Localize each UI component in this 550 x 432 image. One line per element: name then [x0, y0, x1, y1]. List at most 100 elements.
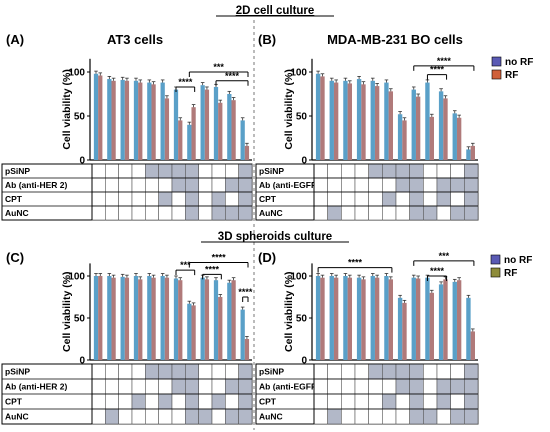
treatment-cell — [464, 163, 479, 179]
treatment-cell — [354, 205, 369, 221]
y-axis-title: Cell viability (%) — [61, 69, 73, 150]
treatment-cell — [238, 177, 253, 193]
treatment-row-label: CPT — [5, 194, 23, 204]
bar — [124, 277, 130, 360]
bar — [120, 79, 125, 160]
treatment-cell — [91, 205, 106, 221]
treatment-cell — [131, 205, 146, 221]
bar — [93, 276, 99, 360]
treatment-cell — [327, 393, 342, 410]
treatment-cell — [211, 163, 226, 179]
treatment-cell — [238, 393, 253, 410]
bar — [429, 116, 434, 160]
treatment-cell — [423, 191, 438, 207]
treatment-cell — [145, 393, 159, 410]
bar — [425, 277, 430, 360]
treatment-cell — [313, 205, 328, 221]
y-axis-title: Cell viability (%) — [61, 271, 73, 352]
bar — [173, 89, 179, 160]
treatment-cell — [131, 163, 146, 179]
treatment-cell — [198, 408, 213, 425]
treatment-cell — [238, 191, 253, 207]
bar — [178, 280, 183, 360]
panel-letter-d: (D) — [258, 250, 276, 265]
treatment-cell — [382, 205, 397, 221]
y-tick-label: 100 — [68, 68, 85, 79]
treatment-cell — [145, 378, 159, 395]
significance-stars: **** — [430, 65, 445, 75]
treatment-cell — [145, 163, 159, 179]
treatment-cell — [158, 408, 173, 425]
bar — [452, 113, 457, 160]
treatment-cell — [171, 191, 186, 207]
bar — [370, 80, 375, 160]
treatment-cell — [436, 378, 451, 395]
bar — [204, 279, 210, 360]
treatment-cell — [368, 191, 383, 207]
treatment-cell — [450, 191, 465, 207]
treatment-cell — [313, 393, 328, 410]
treatment-cell — [409, 393, 424, 410]
treatment-cell — [105, 177, 119, 193]
treatment-cell — [409, 408, 424, 425]
treatment-cell — [211, 393, 226, 410]
treatment-cell — [105, 393, 119, 410]
treatment-cell — [450, 393, 465, 410]
treatment-cell — [341, 177, 356, 193]
treatment-cell — [225, 177, 239, 193]
treatment-cell — [131, 177, 146, 193]
treatment-cell — [118, 177, 133, 193]
treatment-cell — [354, 177, 369, 193]
bar — [438, 91, 444, 160]
bar — [160, 82, 165, 160]
legend-top-swatch-rf — [491, 69, 502, 80]
treatment-cell — [105, 163, 119, 179]
treatment-cell — [423, 177, 438, 193]
treatment-cell — [354, 393, 369, 410]
bar — [187, 303, 192, 360]
treatment-cell — [423, 205, 438, 221]
bar — [138, 82, 143, 160]
treatment-cell — [450, 205, 465, 221]
bar — [438, 284, 444, 360]
treatment-cell — [368, 408, 383, 425]
treatment-cell — [158, 363, 173, 380]
treatment-cell — [105, 408, 119, 425]
treatment-row-label: pSiNP — [5, 166, 30, 176]
treatment-cell — [198, 393, 213, 410]
bar — [213, 86, 219, 160]
bar — [397, 297, 403, 360]
treatment-cell — [464, 205, 479, 221]
bar — [402, 120, 407, 160]
bar — [218, 297, 223, 360]
header-2d: 2D cell culture — [236, 5, 315, 17]
treatment-cell — [450, 378, 465, 395]
bar — [124, 80, 130, 160]
treatment-cell — [327, 205, 342, 221]
treatment-cell — [341, 163, 356, 179]
bar — [151, 84, 156, 160]
treatment-cell — [91, 163, 106, 179]
treatment-cell — [131, 408, 146, 425]
treatment-row-label: pSiNP — [259, 166, 284, 176]
bar — [402, 302, 407, 360]
legend-top-label-norf: no RF — [505, 57, 533, 68]
bar — [470, 331, 475, 360]
treatment-cell — [341, 205, 356, 221]
significance-stars: **** — [212, 253, 227, 263]
treatment-row-label: CPT — [259, 194, 277, 204]
bar — [244, 145, 250, 160]
treatment-cell — [327, 163, 342, 179]
bar — [456, 280, 462, 360]
treatment-cell — [382, 393, 397, 410]
legend-bottom: no RF RF — [490, 254, 532, 279]
treatment-cell — [313, 363, 328, 380]
bar — [415, 278, 421, 360]
header-3d: 3D spheroids culture — [218, 231, 332, 243]
bar — [138, 279, 143, 360]
y-tick-label: 100 — [290, 272, 307, 283]
treatment-cell — [409, 363, 424, 380]
treatment-cell — [211, 378, 226, 395]
treatment-cell — [171, 177, 186, 193]
bar — [107, 276, 112, 360]
